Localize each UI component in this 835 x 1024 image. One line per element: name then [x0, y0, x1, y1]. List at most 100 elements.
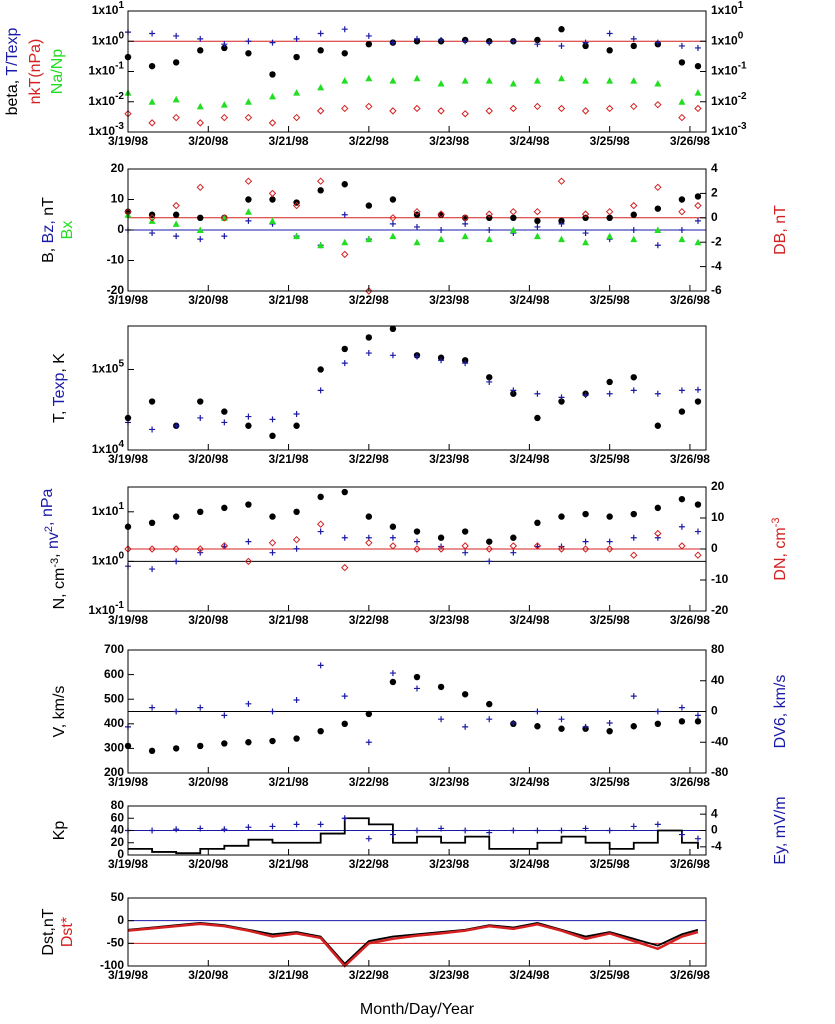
point-t-0-5 — [245, 422, 252, 429]
point-t-1-11 — [389, 352, 396, 359]
point-t-1-1 — [149, 426, 156, 433]
point-n-0-11 — [389, 523, 397, 530]
point-b-2-17 — [533, 232, 541, 240]
y-title3-beta: Na/Np — [49, 49, 66, 94]
point-beta-1-17 — [534, 41, 541, 48]
point-b-2-6 — [269, 217, 276, 224]
x-tick-label-beta-6: 3/25/98 — [590, 134, 630, 148]
y-tick-label-b-4: 20 — [111, 161, 125, 175]
frame-beta — [127, 10, 707, 133]
point-b-2-5 — [244, 208, 252, 215]
y2-tick-label-kp-0: -4 — [711, 839, 722, 853]
point-b-0-20 — [606, 214, 613, 221]
point-n-2-24 — [694, 551, 702, 559]
x-tick-label-v-3: 3/22/98 — [349, 775, 389, 789]
point-b-2-24 — [694, 238, 702, 246]
point-beta-2-7 — [292, 113, 301, 122]
y-tick-label-kp-2: 40 — [111, 823, 125, 837]
point-t-1-3 — [197, 414, 204, 421]
y-title-t: T, Texp, K — [51, 353, 68, 423]
x-tick-label-v-5: 3/24/98 — [509, 775, 549, 789]
point-n-0-6 — [269, 513, 276, 520]
point-n-0-15 — [486, 538, 493, 545]
x-tick-label-n-7: 3/26/98 — [670, 613, 710, 627]
point-kp-1-2 — [173, 826, 180, 833]
y-tick-label-n-2: 1x101 — [92, 500, 125, 518]
point-b-3-2 — [172, 201, 180, 210]
x-tick-label-v-7: 3/26/98 — [670, 775, 710, 789]
point-beta-2-22 — [654, 100, 662, 109]
point-t-0-17 — [534, 414, 541, 422]
point-v-1-9 — [341, 693, 348, 700]
y-tick-label-beta-4: 1x101 — [92, 0, 125, 17]
point-n-0-13 — [437, 534, 445, 541]
point-kp-1-24 — [694, 835, 701, 842]
y-tick-label-beta-3: 1x100 — [92, 30, 125, 48]
point-v-0-6 — [269, 737, 276, 745]
x-tick-label-beta-2: 3/21/98 — [269, 134, 309, 148]
panel-v: 3/19/98 3/20/98 3/21/98 3/22/98 3/23/98 3/24/… — [51, 642, 789, 789]
point-t-1-21 — [630, 387, 637, 394]
x-tick-label-v-1: 3/20/98 — [188, 775, 228, 789]
y-tick-label-beta-0: 1x10-3 — [88, 121, 124, 139]
point-v-1-13 — [438, 716, 445, 723]
point-n-1-5 — [245, 538, 252, 545]
point-t-0-20 — [606, 378, 613, 386]
point-beta-3-9 — [341, 77, 349, 84]
point-n-2-21 — [630, 551, 638, 559]
point-b-0-21 — [630, 211, 637, 218]
point-beta-2-12 — [413, 104, 421, 113]
point-beta-3-2 — [172, 95, 180, 103]
y-tick-label-n-0: 1x10-1 — [88, 600, 124, 618]
point-t-1-17 — [534, 390, 541, 397]
x-tick-label-n-4: 3/23/98 — [429, 613, 469, 627]
x-tick-label-t-4: 3/23/98 — [429, 452, 469, 466]
point-b-2-12 — [413, 238, 421, 246]
point-beta-2-20 — [605, 104, 614, 113]
point-n-1-19 — [582, 538, 589, 545]
point-t-0-8 — [317, 366, 324, 373]
point-kp-1-12 — [414, 827, 420, 834]
point-t-0-22 — [654, 422, 662, 429]
point-t-1-22 — [654, 390, 661, 397]
point-t-1-16 — [510, 387, 517, 394]
point-b-2-19 — [582, 238, 590, 246]
point-t-1-12 — [414, 353, 420, 360]
x-tick-label-kp-1: 3/20/98 — [188, 857, 228, 871]
point-v-1-8 — [317, 662, 324, 669]
y2-tick-label-v-4: 80 — [711, 642, 725, 656]
point-b-3-15 — [485, 210, 493, 218]
point-beta-3-19 — [582, 77, 590, 84]
panel-b: 3/19/98 3/20/98 3/21/98 3/22/98 3/23/98 3/24/… — [40, 161, 789, 307]
point-beta-2-21 — [630, 102, 638, 111]
point-beta-1-2 — [173, 32, 180, 39]
point-beta-1-3 — [197, 35, 204, 42]
point-n-0-14 — [461, 528, 469, 535]
point-b-1-24 — [694, 217, 701, 224]
x-tick-label-dst-2: 3/21/98 — [269, 968, 309, 982]
point-n-0-12 — [413, 528, 421, 535]
x-tick-label-n-6: 3/25/98 — [590, 613, 630, 627]
y2-tick-label-v-3: 40 — [711, 673, 725, 687]
y2-tick-label-kp-2: 4 — [711, 806, 718, 820]
point-beta-0-1 — [148, 62, 156, 70]
panel-dst: 3/19/98 3/20/98 3/21/98 3/22/98 3/23/98 3/24/… — [40, 890, 710, 982]
y-tick-label-kp-4: 80 — [111, 798, 125, 812]
point-beta-3-5 — [244, 98, 252, 105]
point-beta-0-21 — [630, 42, 637, 50]
point-beta-3-13 — [437, 80, 445, 87]
y-tick-label-n-1: 1x100 — [92, 550, 125, 568]
y-title2-b: Bx — [59, 221, 76, 240]
point-b-2-7 — [293, 232, 301, 240]
point-b-1-12 — [414, 223, 420, 230]
point-b-2-21 — [630, 235, 638, 243]
point-v-1-17 — [534, 708, 541, 715]
point-b-3-14 — [461, 214, 469, 222]
point-beta-0-4 — [221, 44, 228, 52]
point-b-0-9 — [341, 181, 348, 188]
point-n-1-21 — [630, 534, 637, 541]
point-b-0-5 — [245, 196, 252, 203]
point-beta-3-8 — [317, 83, 325, 91]
y-tick-label-b-2: 0 — [117, 222, 124, 236]
y-tick-label-kp-1: 20 — [111, 835, 125, 849]
